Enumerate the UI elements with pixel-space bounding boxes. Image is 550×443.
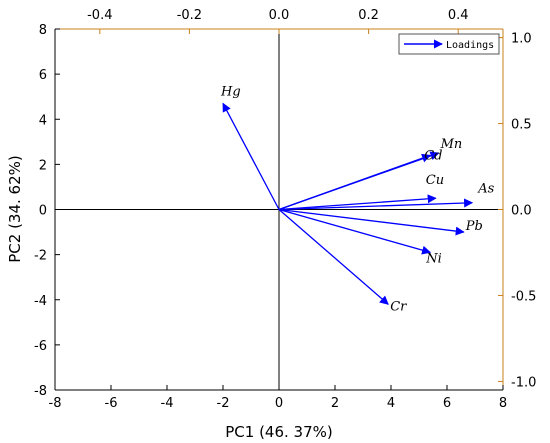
loading-arrow-cr [278, 209, 389, 305]
legend-label: Loadings [446, 40, 494, 51]
y-axis-right: -1.0 -0.5 0.0 0.5 1.0 [498, 32, 536, 390]
right-tick-label: 0.0 [511, 204, 532, 219]
loading-label-mn: Mn [440, 137, 463, 152]
right-tick-label: 1.0 [511, 32, 532, 47]
top-tick-label: -0.2 [177, 8, 202, 23]
y-tick-label: 0 [39, 204, 47, 219]
y-tick-label: 6 [39, 68, 47, 83]
top-tick-label: -0.4 [87, 8, 112, 23]
loading-label-hg: Hg [220, 84, 241, 99]
x-axis-title: PC1 (46. 37%) [225, 423, 333, 441]
loading-arrow-as [278, 198, 474, 211]
loading-label-cu: Cu [426, 173, 444, 188]
legend: Loadings [398, 33, 500, 55]
x-tick-label: 8 [499, 396, 507, 411]
right-tick-label: 0.5 [511, 118, 532, 133]
top-tick-label: 0.0 [269, 8, 290, 23]
x-tick-label: -4 [161, 396, 174, 411]
right-tick-label: -0.5 [511, 289, 536, 304]
y-tick-label: 2 [39, 158, 47, 173]
y-axis-title: PC2 (34. 62%) [6, 155, 24, 263]
loading-label-cr: Cr [390, 299, 407, 314]
loading-label-cd: Cd [424, 148, 442, 163]
loading-arrow-ni [278, 208, 432, 255]
x-tick-label: 2 [331, 396, 339, 411]
y-tick-label: -8 [34, 384, 47, 399]
legend-box [398, 33, 500, 55]
loading-arrow-cu [278, 194, 437, 211]
right-tick-label: -1.0 [511, 375, 536, 390]
y-tick-label: -2 [34, 249, 47, 264]
loading-arrow-hg [222, 102, 280, 210]
x-tick-label: 4 [387, 396, 395, 411]
loading-label-pb: Pb [465, 219, 483, 234]
loading-label-as: As [477, 182, 494, 197]
top-tick-label: 0.4 [448, 8, 469, 23]
y-axis-left: -8 -6 -4 -2 0 2 4 6 8 [34, 23, 60, 399]
top-tick-label: 0.2 [358, 8, 379, 23]
x-tick-label: -6 [105, 396, 118, 411]
y-tick-label: 8 [39, 23, 47, 38]
x-tick-label: 0 [275, 396, 283, 411]
loading-arrow-cd [278, 153, 432, 211]
y-tick-label: -4 [34, 294, 47, 309]
y-tick-label: 4 [39, 113, 47, 128]
x-axis-bottom: -8 -6 -4 -2 0 2 4 6 8 [49, 385, 507, 411]
x-tick-label: 6 [443, 396, 451, 411]
x-tick-label: -2 [217, 396, 230, 411]
loading-arrow-pb [278, 208, 465, 236]
loading-label-ni: Ni [425, 251, 442, 266]
x-axis-top: -0.4 -0.2 0.0 0.2 0.4 [87, 8, 469, 34]
y-tick-label: -6 [34, 339, 47, 354]
x-tick-label: -8 [49, 396, 62, 411]
